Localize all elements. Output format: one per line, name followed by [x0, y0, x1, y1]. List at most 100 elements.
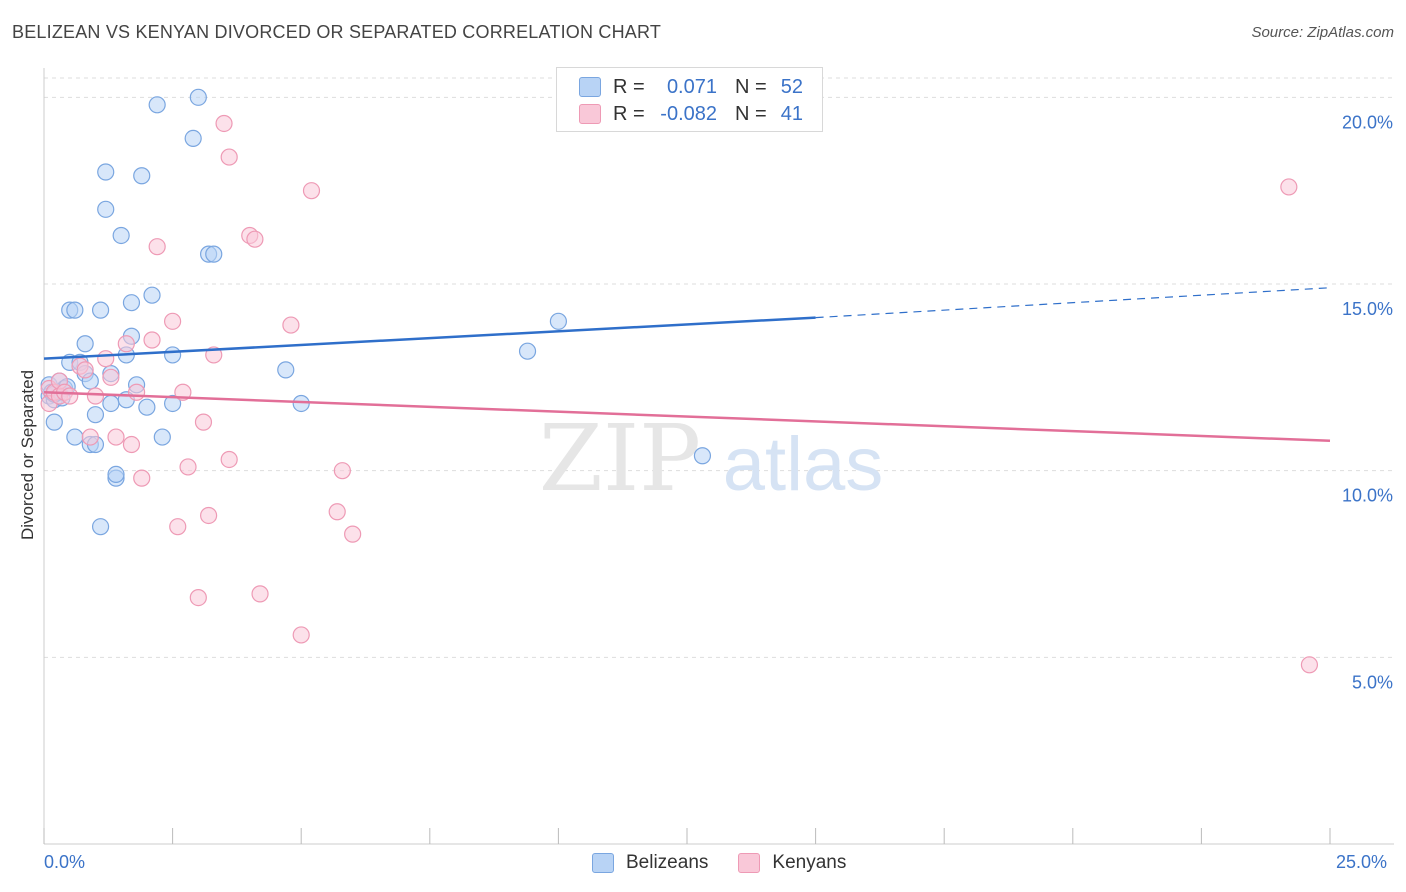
belizean-point: [164, 394, 182, 413]
kenyan-point: [251, 585, 269, 603]
belizean-point: [91, 301, 110, 319]
blue-swatch: [579, 77, 601, 97]
belizean-point: [91, 518, 110, 536]
kenyan-point: [164, 312, 182, 330]
series-legend: Belizeans Kenyans: [592, 852, 876, 874]
chart-title: BELIZEAN VS KENYAN DIVORCED OR SEPARATED…: [12, 22, 662, 42]
belizean-point: [112, 226, 130, 245]
legend-row-kenyans: R = -0.082 N = 41: [579, 101, 803, 127]
belizean-point: [184, 129, 202, 147]
kenyan-point: [107, 428, 125, 446]
belizean-point: [143, 286, 161, 304]
legend-label: Belizeans: [626, 852, 709, 873]
kenyan-point: [328, 503, 346, 521]
pink-swatch: [579, 104, 601, 124]
trend-lines: [43, 287, 1331, 443]
belizean-point: [102, 394, 120, 413]
kenyan-point: [282, 316, 300, 334]
kenyan-point: [333, 462, 351, 480]
kenyan-point: [148, 238, 166, 256]
kenyan-point: [189, 588, 207, 607]
x-tick-max: 25.0%: [1336, 852, 1388, 872]
belizean-point: [549, 312, 568, 330]
belizean-point: [153, 428, 171, 446]
kenyan-point: [81, 428, 99, 446]
y-tick-label: 10.0%: [1342, 486, 1393, 506]
belizean-trend-extension: [815, 287, 1331, 319]
belizean-point: [518, 342, 537, 360]
watermark: ZIP atlas: [539, 405, 883, 512]
pink-swatch: [738, 853, 761, 873]
kenyan-point: [194, 413, 213, 431]
kenyan-point: [102, 368, 120, 386]
kenyan-point: [292, 626, 310, 644]
n-value: 41: [780, 102, 803, 125]
watermark-atlas: atlas: [723, 422, 884, 507]
belizean-point: [205, 245, 223, 263]
belizean-point: [97, 163, 115, 181]
kenyan-point: [127, 383, 146, 401]
belizean-point: [164, 346, 182, 364]
kenyan-point: [97, 350, 115, 368]
n-label: N =: [735, 75, 767, 98]
kenyan-trend-line: [43, 391, 1331, 443]
r-value: 0.071: [666, 75, 717, 98]
y-tick-labels: 5.0% 10.0% 15.0% 20.0%: [1342, 112, 1393, 692]
kenyan-point: [344, 525, 362, 543]
belizean-point: [189, 88, 207, 106]
belizean-point: [693, 447, 712, 465]
kenyan-point: [117, 335, 135, 353]
legend-item-belizeans[interactable]: Belizeans: [592, 852, 708, 874]
kenyan-point: [302, 182, 321, 200]
n-value: 52: [780, 75, 803, 98]
r-label: R =: [613, 102, 645, 125]
belizean-point: [86, 406, 105, 424]
belizean-point: [148, 96, 166, 114]
correlation-legend: R = 0.071 N = 52 R = -0.082 N = 41: [556, 67, 823, 132]
kenyan-point: [220, 450, 238, 469]
kenyan-point: [220, 148, 238, 166]
kenyan-point: [76, 361, 94, 379]
watermark-zip: ZIP: [539, 405, 701, 512]
data-points: [40, 88, 1319, 674]
belizean-point: [122, 294, 141, 312]
kenyan-point: [179, 458, 197, 476]
legend-label: Kenyans: [772, 852, 847, 873]
belizean-point: [138, 398, 156, 416]
r-label: R =: [613, 75, 645, 98]
kenyan-point: [246, 230, 264, 248]
blue-swatch: [592, 853, 614, 873]
belizean-point: [97, 200, 115, 218]
kenyan-point: [1300, 656, 1319, 674]
kenyan-point: [1280, 178, 1298, 196]
kenyan-point: [122, 435, 141, 454]
kenyan-point: [133, 469, 151, 487]
legend-item-kenyans[interactable]: Kenyans: [738, 852, 846, 874]
grid-lines: [44, 77, 1394, 658]
belizean-point: [292, 394, 310, 413]
kenyan-point: [169, 518, 187, 536]
y-tick-label: 20.0%: [1342, 112, 1393, 132]
axes: [43, 68, 1394, 845]
legend-row-belizeans: R = 0.071 N = 52: [579, 74, 803, 100]
n-label: N =: [735, 102, 767, 125]
belizean-point: [66, 428, 84, 446]
r-value: -0.082: [660, 102, 717, 125]
belizean-trend-line: [43, 316, 816, 360]
belizean-point: [76, 335, 94, 353]
y-tick-label: 15.0%: [1342, 299, 1393, 319]
belizean-point: [66, 301, 84, 319]
belizean-point: [45, 413, 63, 431]
kenyan-point: [200, 506, 218, 525]
belizean-point: [277, 361, 295, 379]
y-tick-label: 5.0%: [1352, 672, 1393, 692]
source-label: Source: ZipAtlas.com: [1251, 24, 1394, 41]
kenyan-point: [86, 387, 105, 405]
kenyan-point: [143, 331, 161, 349]
kenyan-point: [61, 387, 79, 405]
belizean-point: [133, 167, 151, 185]
belizean-point: [107, 465, 125, 483]
kenyan-point: [215, 114, 233, 133]
x-tick-min: 0.0%: [44, 852, 86, 872]
